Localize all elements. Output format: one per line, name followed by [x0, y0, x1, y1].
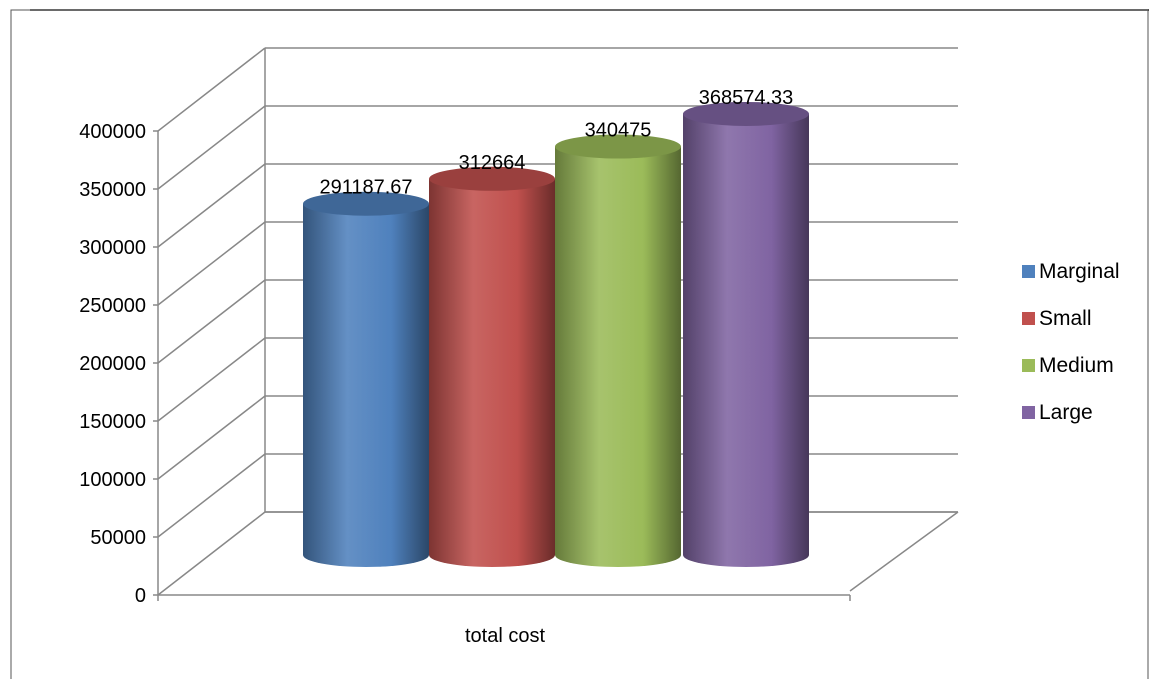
legend-swatch [1022, 265, 1035, 278]
data-labels: 291187.67 312664 340475 368574.33 [319, 87, 793, 199]
y-tick-label: 400000 [79, 121, 146, 143]
bar-top [303, 191, 429, 216]
bar-body [555, 146, 681, 567]
bars [303, 101, 809, 568]
bar-top [555, 134, 681, 159]
y-tick-label: 0 [135, 585, 146, 607]
legend-label: Large [1039, 401, 1093, 424]
data-label: 291187.67 [319, 177, 412, 199]
gridline-depth [157, 453, 266, 538]
gridline-depth [157, 511, 266, 596]
y-tick-label: 50000 [90, 527, 146, 549]
gridline-depth [157, 105, 266, 190]
y-tick-label: 100000 [79, 469, 146, 491]
gridline-depth [157, 163, 266, 248]
bar-body [429, 178, 555, 567]
gridline-depth [157, 337, 266, 422]
bar-top [429, 166, 555, 191]
y-tick-label: 250000 [79, 295, 146, 317]
bar-small [429, 166, 555, 567]
legend-swatch [1022, 406, 1035, 419]
bar-large [683, 101, 809, 568]
legend-label: Marginal [1039, 260, 1120, 283]
legend-item-marginal: Marginal [1022, 260, 1120, 283]
bar-body [303, 203, 429, 568]
data-label: 340475 [585, 120, 652, 142]
y-tick-label: 200000 [79, 353, 146, 375]
legend-label: Small [1039, 307, 1092, 330]
bar-body [683, 113, 809, 568]
gridline-depth [157, 279, 266, 364]
bar-medium [555, 134, 681, 567]
gridline-depth [157, 221, 266, 306]
y-axis-tick-labels: 0 50000 100000 150000 200000 250000 300000 3500… [79, 121, 146, 607]
x-category-label: total cost [465, 625, 545, 647]
data-label: 368574.33 [699, 87, 794, 109]
legend-item-medium: Medium [1022, 354, 1114, 377]
floor-right-edge [849, 511, 959, 592]
y-tick-label: 150000 [79, 411, 146, 433]
gridline-depth [157, 395, 266, 480]
legend: Marginal Small Medium Large [1022, 260, 1120, 424]
legend-item-large: Large [1022, 401, 1093, 424]
chart-border [10, 9, 1149, 679]
axes [153, 130, 851, 601]
legend-swatch [1022, 312, 1035, 325]
gridline-depth [157, 47, 266, 132]
y-tick-label: 300000 [79, 237, 146, 259]
bar-marginal [303, 191, 429, 568]
legend-swatch [1022, 359, 1035, 372]
legend-item-small: Small [1022, 307, 1092, 330]
bar-top [683, 101, 809, 126]
y-tick-label: 350000 [79, 179, 146, 201]
legend-label: Medium [1039, 354, 1114, 377]
data-label: 312664 [459, 152, 526, 174]
